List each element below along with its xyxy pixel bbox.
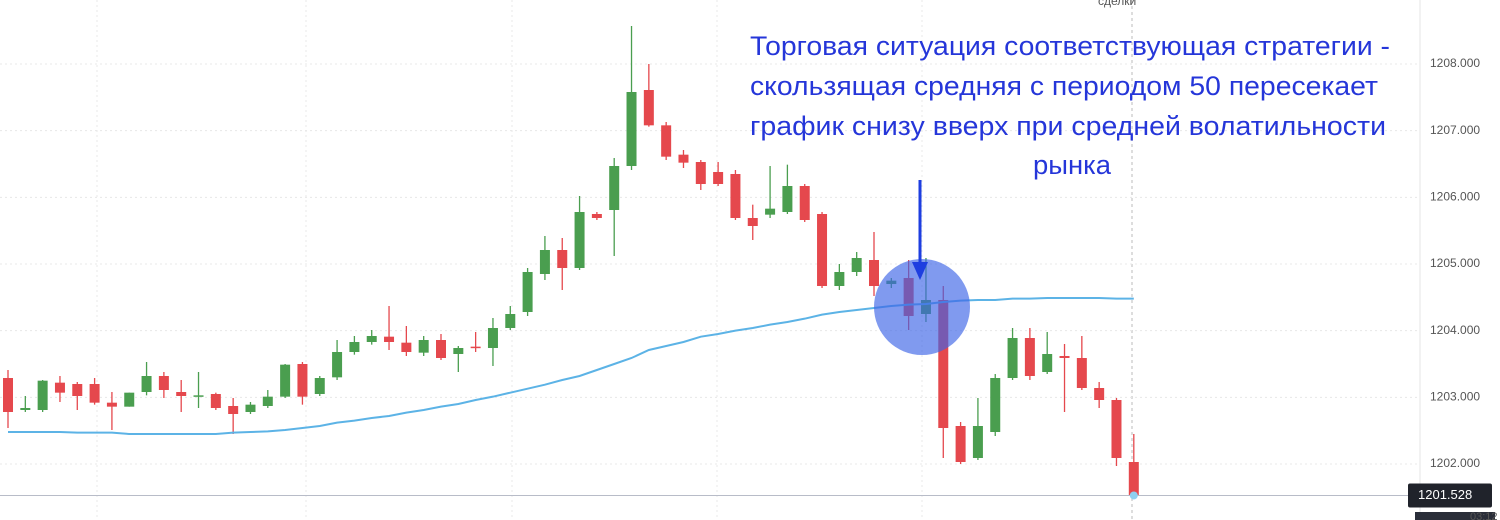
candle-body (609, 166, 620, 210)
plot (0, 26, 1420, 500)
arrow-head (912, 262, 928, 280)
candle-body (1094, 388, 1105, 400)
candle-body (314, 378, 325, 394)
candle-body (487, 328, 498, 348)
header-label: сделки (1098, 0, 1136, 8)
candle-body (37, 380, 48, 410)
candle-body (1111, 400, 1122, 458)
candle-body (470, 346, 481, 349)
annotation-line: рынка (1033, 150, 1112, 180)
candle-body (245, 404, 256, 412)
candle-body (124, 392, 135, 407)
candle-body (193, 395, 204, 397)
candle-body (72, 384, 83, 396)
candle-body (782, 186, 793, 212)
candle-body (280, 364, 291, 397)
candle-body (1059, 356, 1070, 358)
candle-body (418, 340, 429, 353)
candle-body (574, 212, 585, 268)
y-tick-label: 1203.000 (1430, 390, 1480, 404)
candle-body (505, 314, 516, 328)
candle-body (522, 272, 533, 312)
candle-body (661, 125, 672, 157)
candle-body (695, 162, 706, 184)
candle-body (851, 258, 862, 272)
candle-body (591, 214, 602, 218)
candle-body (990, 378, 1001, 432)
candle-body (817, 214, 828, 286)
annotation-line: Торговая ситуация соответствующая страте… (750, 31, 1390, 61)
candle-body (834, 272, 845, 286)
candle-body (158, 376, 169, 390)
candle-body (262, 396, 273, 406)
candle-body (799, 186, 810, 220)
candle-body (972, 426, 983, 458)
candle-body (436, 340, 446, 358)
candle-body (747, 218, 758, 226)
candle-body (106, 402, 117, 407)
candle-body (539, 250, 550, 274)
annotation-line: график снизу вверх при средней волатильн… (750, 111, 1386, 141)
price-tag-label: 1201.528 (1418, 487, 1472, 502)
y-tick-label: 1208.000 (1430, 56, 1480, 70)
candle-body (730, 174, 741, 218)
candle-body (453, 348, 464, 354)
candle-body (141, 376, 152, 392)
candle-body (1024, 338, 1035, 376)
price-tag (1408, 483, 1492, 508)
candle-body (54, 382, 65, 393)
candle-body (765, 208, 776, 215)
candle-body (1007, 338, 1018, 378)
candle-body (557, 250, 568, 268)
highlight-circle (874, 259, 970, 355)
candle-body (1128, 462, 1139, 496)
candle-body (1076, 358, 1087, 388)
y-tick-label: 1206.000 (1430, 190, 1480, 204)
candle-body (1042, 354, 1053, 372)
candle-body (176, 392, 187, 396)
candle-body (643, 90, 654, 126)
candle-body (384, 336, 395, 342)
candle-body (366, 336, 377, 342)
current-price-dot (1129, 491, 1138, 500)
candle-body (332, 352, 343, 378)
candle-body (401, 342, 412, 352)
candle-body (228, 406, 239, 414)
candle-body (210, 394, 221, 408)
y-tick-label: 1205.000 (1430, 256, 1480, 270)
candle-body (626, 92, 637, 166)
candle-body (938, 300, 949, 428)
candle-body (297, 364, 308, 397)
candle-body (20, 408, 31, 410)
annotation-line: скользящая средняя с периодом 50 пересек… (750, 71, 1378, 101)
y-tick-label: 1204.000 (1430, 323, 1480, 337)
candle-body (678, 154, 689, 163)
y-tick-label: 1207.000 (1430, 123, 1480, 137)
time-label: 03:12 (1470, 511, 1498, 520)
candle-body (89, 384, 100, 403)
time-tag (1415, 512, 1495, 520)
candle-body (713, 172, 724, 184)
candle-body (869, 260, 879, 286)
y-tick-label: 1202.000 (1430, 456, 1480, 470)
candle-body (349, 342, 360, 352)
candle-body (3, 378, 13, 412)
candle-body (955, 426, 966, 462)
